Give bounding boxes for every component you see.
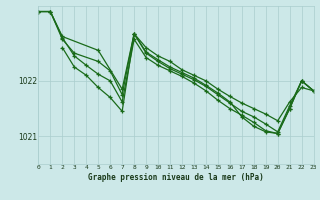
X-axis label: Graphe pression niveau de la mer (hPa): Graphe pression niveau de la mer (hPa) <box>88 173 264 182</box>
